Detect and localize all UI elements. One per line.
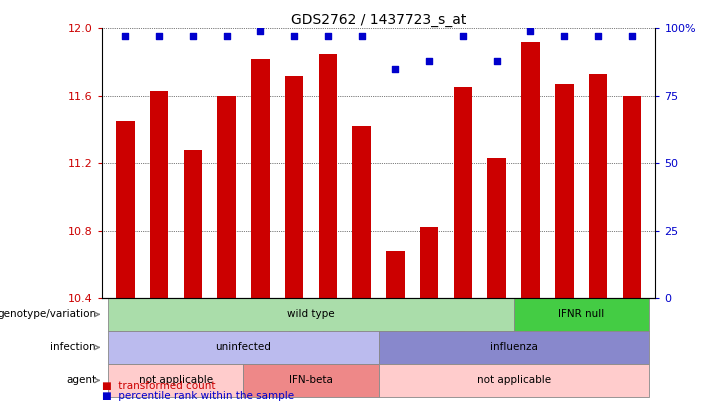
- Bar: [217, 96, 236, 298]
- Bar: [285, 75, 304, 298]
- Text: agent: agent: [66, 375, 96, 386]
- Point: [254, 28, 266, 34]
- Bar: [622, 96, 641, 298]
- Bar: [555, 84, 573, 298]
- Point: [356, 33, 367, 40]
- Title: GDS2762 / 1437723_s_at: GDS2762 / 1437723_s_at: [291, 13, 466, 27]
- Text: uninfected: uninfected: [215, 342, 271, 352]
- Bar: [514, 298, 648, 331]
- Point: [390, 66, 401, 72]
- Bar: [184, 149, 202, 298]
- Text: IFN-beta: IFN-beta: [289, 375, 333, 386]
- Text: wild type: wild type: [287, 309, 335, 320]
- Point: [187, 33, 198, 40]
- Point: [457, 33, 468, 40]
- Bar: [109, 364, 243, 397]
- Bar: [379, 331, 648, 364]
- Point: [120, 33, 131, 40]
- Bar: [251, 59, 270, 298]
- Text: influenza: influenza: [490, 342, 538, 352]
- Bar: [353, 126, 371, 298]
- Text: ■  percentile rank within the sample: ■ percentile rank within the sample: [102, 391, 294, 401]
- Bar: [420, 227, 439, 298]
- Bar: [150, 91, 168, 298]
- Text: genotype/variation: genotype/variation: [0, 309, 96, 320]
- Point: [221, 33, 232, 40]
- Text: infection: infection: [50, 342, 96, 352]
- Bar: [589, 74, 607, 298]
- Point: [289, 33, 300, 40]
- Bar: [454, 87, 472, 298]
- Point: [592, 33, 604, 40]
- Bar: [379, 364, 648, 397]
- Text: ■  transformed count: ■ transformed count: [102, 381, 215, 391]
- Bar: [386, 251, 404, 298]
- Text: not applicable: not applicable: [139, 375, 213, 386]
- Point: [559, 33, 570, 40]
- Text: not applicable: not applicable: [477, 375, 551, 386]
- Bar: [522, 42, 540, 298]
- Bar: [109, 331, 379, 364]
- Point: [423, 58, 435, 64]
- Point: [525, 28, 536, 34]
- Point: [322, 33, 334, 40]
- Bar: [116, 121, 135, 298]
- Point: [491, 58, 503, 64]
- Point: [154, 33, 165, 40]
- Bar: [243, 364, 379, 397]
- Bar: [318, 53, 337, 298]
- Text: IFNR null: IFNR null: [558, 309, 604, 320]
- Bar: [109, 298, 514, 331]
- Point: [626, 33, 637, 40]
- Bar: [487, 158, 506, 298]
